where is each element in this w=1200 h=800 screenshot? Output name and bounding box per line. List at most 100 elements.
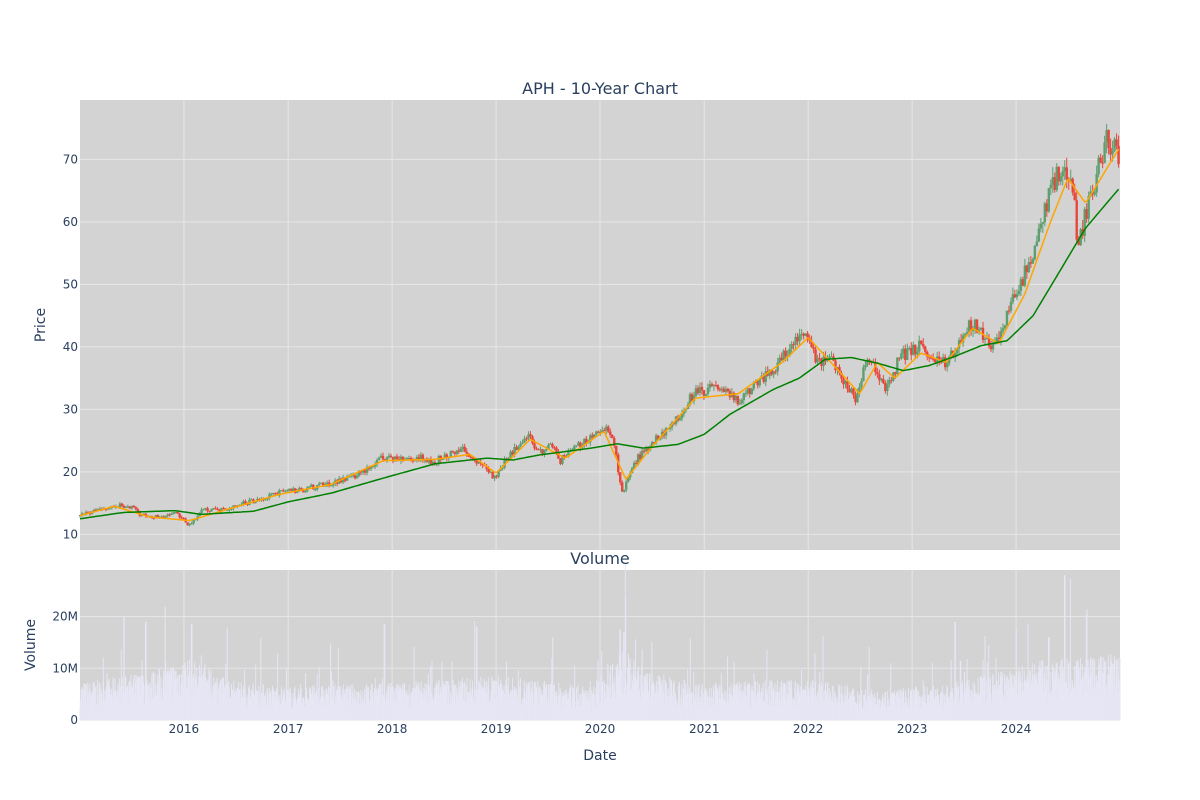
volume-bar (1118, 680, 1120, 720)
volume-bar (337, 648, 339, 720)
volume-bar (364, 688, 366, 720)
candle-body (174, 511, 177, 513)
volume-bar (607, 664, 609, 720)
volume-bar (586, 704, 588, 720)
candle-body (515, 447, 518, 450)
candle-body (638, 454, 642, 459)
candle-body (609, 431, 612, 436)
candle-body (589, 435, 592, 443)
volume-bar (977, 677, 979, 720)
volume-bar (299, 697, 301, 720)
volume-bar (462, 683, 464, 720)
volume-bar (665, 683, 667, 720)
volume-bar (265, 699, 267, 720)
volume-bar (245, 698, 247, 720)
volume-bar (338, 692, 340, 720)
volume-bar (830, 695, 832, 720)
volume-bar (205, 677, 207, 720)
candle-body (650, 442, 654, 448)
volume-bar (544, 703, 546, 720)
volume-bar (464, 702, 466, 720)
volume-bar (215, 681, 217, 720)
candle-body (736, 395, 740, 405)
volume-bar (251, 707, 253, 720)
volume-bar (255, 664, 257, 720)
volume-y-tick-label: 0 (70, 713, 78, 727)
volume-bar (259, 700, 261, 720)
volume-bar (303, 697, 305, 720)
volume-bar (217, 702, 219, 720)
volume-bar (483, 678, 485, 720)
volume-bar (276, 692, 278, 720)
volume-bar (1004, 683, 1006, 720)
volume-bar (618, 675, 620, 720)
candle-body (180, 517, 183, 519)
volume-bar (413, 646, 415, 720)
volume-bar (415, 681, 417, 720)
volume-bar (514, 690, 516, 720)
volume-bar (795, 706, 797, 720)
x-tick-label: 2016 (169, 722, 200, 736)
candle-body (628, 473, 632, 478)
candle-body (320, 482, 323, 484)
volume-bar (597, 660, 599, 720)
volume-bar (998, 686, 1000, 720)
volume-bar (773, 704, 775, 720)
volume-bar (596, 680, 598, 720)
candle-body (551, 443, 554, 448)
volume-bar (921, 707, 923, 720)
candle-body (710, 384, 714, 386)
volume-bar (458, 689, 460, 720)
volume-bar (599, 675, 601, 720)
volume-bar (279, 708, 281, 720)
candle-body (1019, 279, 1023, 291)
volume-bar (318, 702, 320, 720)
candle-body (1069, 178, 1072, 182)
volume-bar (528, 688, 530, 720)
candle-body (624, 481, 628, 490)
volume-bar (748, 682, 750, 720)
volume-bar (964, 689, 966, 720)
candle-body (898, 357, 901, 359)
volume-bar (962, 705, 964, 720)
volume-bar (928, 702, 930, 720)
volume-bar (887, 690, 889, 720)
volume-bar (524, 691, 526, 720)
volume-bar (930, 690, 932, 720)
volume-bar (629, 689, 631, 720)
candle-body (790, 344, 793, 349)
volume-bar (330, 671, 332, 720)
volume-bar (422, 687, 424, 720)
volume-bar (677, 686, 679, 720)
candle-body (399, 456, 403, 461)
candle-body (680, 413, 684, 419)
volume-bar (133, 675, 135, 720)
candle-body (429, 458, 433, 464)
volume-bar (381, 678, 383, 720)
volume-bar (344, 693, 346, 720)
volume-bar (89, 689, 91, 720)
volume-bar (844, 693, 846, 720)
volume-bar (125, 677, 127, 720)
volume-bar (981, 681, 983, 720)
candle-body (561, 455, 564, 464)
volume-bar (406, 695, 408, 720)
volume-bar (200, 655, 202, 720)
candle-body (577, 442, 580, 446)
candle-body (848, 388, 851, 393)
volume-bar (362, 691, 364, 720)
volume-bar (372, 703, 374, 720)
volume-bar (456, 688, 458, 720)
volume-bar (807, 700, 809, 720)
volume-bar (236, 690, 238, 720)
candle-body (270, 493, 273, 495)
candle-body (776, 362, 779, 372)
candle-body (387, 455, 391, 458)
volume-bar (954, 621, 956, 720)
volume-bar (290, 697, 292, 720)
candle-body (644, 448, 648, 452)
candle-body (696, 388, 700, 393)
volume-bar (966, 681, 968, 720)
candle-body (487, 468, 490, 473)
volume-bar (891, 694, 893, 720)
